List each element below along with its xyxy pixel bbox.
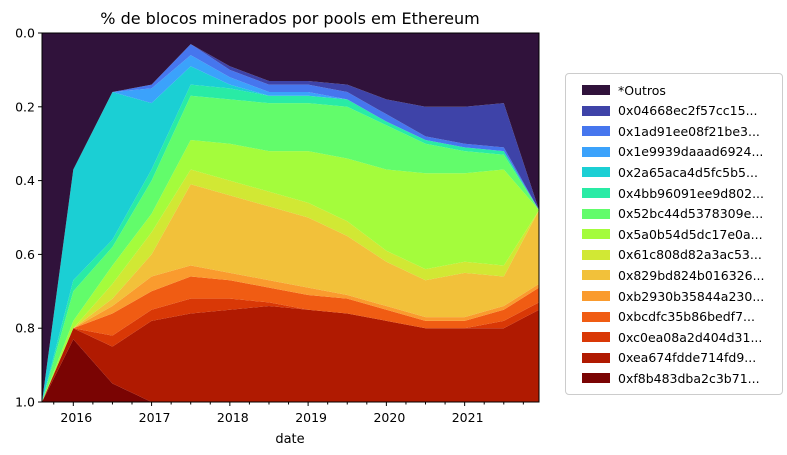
- legend-swatch: [582, 352, 610, 363]
- plot-frame: [41, 32, 540, 403]
- y-tick-label: 1.0: [15, 395, 35, 410]
- legend-item: 0xf8b483dba2c3b71...: [582, 368, 760, 388]
- legend-swatch: [582, 270, 610, 281]
- x-tick-label: 2020: [373, 410, 405, 425]
- legend-item: 0x1ad91ee08f21be3...: [582, 121, 760, 141]
- y-tick-label: 0.8: [15, 321, 35, 336]
- legend-swatch: [582, 208, 610, 219]
- area-series-12: [42, 44, 539, 402]
- legend-label: 0xf8b483dba2c3b71...: [618, 370, 760, 386]
- legend-swatch: [582, 167, 610, 178]
- legend-item: 0xb2930b35844a230...: [582, 286, 764, 306]
- legend-label: 0x1e9939daaad6924...: [618, 144, 764, 160]
- y-tick-label: 0.4: [15, 173, 35, 188]
- x-tick-label: 2018: [217, 410, 249, 425]
- legend-label: 0xea674fdde714fd9...: [618, 350, 757, 366]
- legend-item: 0x5a0b54d5dc17e0a...: [582, 224, 763, 244]
- legend-swatch: [582, 126, 610, 137]
- x-tick-label: 2017: [139, 410, 171, 425]
- legend-label: 0x2a65aca4d5fc5b5...: [618, 164, 758, 180]
- legend-swatch: [582, 85, 610, 95]
- legend-item: 0xbcdfc35b86bedf7...: [582, 307, 755, 327]
- legend-item: 0x04668ec2f57cc15...: [582, 101, 758, 121]
- legend-label: 0xc0ea08a2d404d31...: [618, 329, 763, 345]
- legend-label: 0x1ad91ee08f21be3...: [618, 123, 760, 139]
- legend-label: 0xb2930b35844a230...: [618, 288, 765, 304]
- x-axis-label: date: [275, 432, 304, 447]
- legend-swatch: [582, 249, 610, 260]
- legend-label: 0x5a0b54d5dc17e0a...: [618, 226, 763, 242]
- y-tick-label: 0.0: [15, 26, 35, 41]
- area-series-3: [42, 276, 539, 402]
- legend-swatch: [582, 291, 610, 301]
- legend-swatch: [582, 146, 610, 157]
- area-series-6: [42, 169, 539, 402]
- legend-swatch: [582, 105, 610, 116]
- x-tick-label: 2016: [60, 410, 92, 425]
- chart-title: % de blocos minerados por pools em Ether…: [100, 9, 479, 28]
- legend-swatch: [582, 373, 610, 384]
- area-series-0: [42, 339, 539, 402]
- x-tick-label: 2019: [295, 410, 327, 425]
- legend-item: 0x61c808d82a3ac53...: [582, 245, 762, 265]
- legend-item: 0x2a65aca4d5fc5b5...: [582, 162, 758, 182]
- legend-label: 0x52bc44d5378309e...: [618, 206, 764, 222]
- legend: *Outros 0x04668ec2f57cc15... 0x1ad91ee08f2…: [565, 73, 783, 395]
- area-series-7: [42, 140, 539, 402]
- legend-item: *Outros: [582, 80, 666, 100]
- legend-swatch: [582, 188, 610, 198]
- legend-item: 0x4bb96091ee9d802...: [582, 183, 764, 203]
- x-axis: 2016 2017 2018 2019 2020 2021: [53, 402, 524, 425]
- legend-item: 0xea674fdde714fd9...: [582, 348, 756, 368]
- y-axis: 0.0 0.2 0.4 0.6 0.8 1.0: [15, 26, 42, 410]
- legend-label: 0x61c808d82a3ac53...: [618, 247, 762, 263]
- legend-label: *Outros: [618, 82, 666, 98]
- area-series-1: [42, 306, 539, 402]
- legend-label: 0xbcdfc35b86bedf7...: [618, 309, 755, 325]
- legend-swatch: [582, 311, 610, 322]
- y-tick-label: 0.2: [15, 99, 35, 114]
- legend-item: 0x52bc44d5378309e...: [582, 204, 763, 224]
- legend-item: 0x829bd824b016326...: [582, 265, 765, 285]
- legend-label: 0x04668ec2f57cc15...: [618, 103, 758, 119]
- area-layers: [42, 33, 539, 403]
- legend-label: 0x4bb96091ee9d802...: [618, 185, 764, 201]
- legend-swatch: [582, 332, 610, 343]
- legend-item: 0x1e9939daaad6924...: [582, 142, 763, 162]
- area-series-5: [42, 184, 539, 402]
- y-tick-label: 0.6: [15, 247, 35, 262]
- legend-label: 0x829bd824b016326...: [618, 267, 765, 283]
- legend-swatch: [582, 229, 610, 240]
- area-series-8: [42, 95, 539, 402]
- area-series-14: [42, 33, 539, 402]
- legend-item: 0xc0ea08a2d404d31...: [582, 327, 762, 347]
- x-tick-label: 2021: [452, 410, 484, 425]
